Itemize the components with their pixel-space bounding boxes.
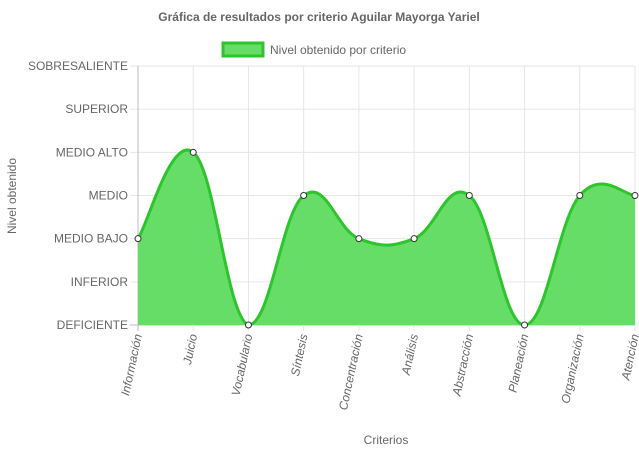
y-axis-label: Nivel obtenido: [5, 158, 19, 234]
x-tick-label: Concentración: [336, 332, 366, 411]
data-point[interactable]: [576, 192, 584, 199]
series-line: [136, 148, 636, 327]
y-tick-label: MEDIO ALTO: [56, 145, 128, 159]
legend[interactable]: Nivel obtenido por criterio: [221, 41, 406, 58]
x-tick-label: Abstracción: [449, 332, 476, 398]
y-tick-label: SUPERIOR: [65, 102, 128, 116]
x-tick-label: Juicio: [180, 332, 200, 366]
data-point[interactable]: [244, 321, 252, 329]
y-tick-label: INFERIOR: [71, 275, 129, 289]
y-tick-label: SOBRESALIENTE: [28, 59, 128, 73]
series-area-fill: [138, 150, 635, 325]
x-tick-label: Planeación: [505, 332, 531, 393]
series-area: [136, 148, 636, 327]
data-point[interactable]: [300, 192, 308, 199]
data-point[interactable]: [410, 235, 418, 243]
data-point[interactable]: [355, 235, 363, 243]
x-tick-label: Información: [118, 332, 145, 397]
y-tick-label: MEDIO BAJO: [54, 232, 128, 246]
series-points: [134, 148, 639, 329]
x-axis-ticks: Información Juicio Vocabulario Síntesis Conc…: [118, 332, 639, 411]
legend-swatch: [221, 41, 265, 58]
x-axis-label: Criterios: [364, 433, 409, 447]
x-tick-label: Atención: [618, 332, 639, 382]
y-tick-label: DEFICIENTE: [57, 318, 128, 332]
chart-title: Gráfica de resultados por criterio Aguil…: [158, 10, 479, 24]
x-tick-label: Síntesis: [288, 333, 311, 378]
data-point[interactable]: [631, 192, 639, 199]
data-point[interactable]: [521, 321, 529, 329]
data-point[interactable]: [189, 148, 197, 156]
y-axis-ticks: DEFICIENTE INFERIOR MEDIO BAJO MEDIO MEDIO A…: [28, 59, 128, 332]
y-tick-label: MEDIO: [89, 189, 128, 203]
x-tick-label: Organización: [558, 332, 586, 404]
x-tick-label: Análisis: [399, 333, 422, 377]
data-point[interactable]: [134, 235, 142, 243]
data-point[interactable]: [465, 192, 473, 199]
legend-label: Nivel obtenido por criterio: [270, 43, 406, 57]
x-tick-label: Vocabulario: [229, 332, 256, 397]
